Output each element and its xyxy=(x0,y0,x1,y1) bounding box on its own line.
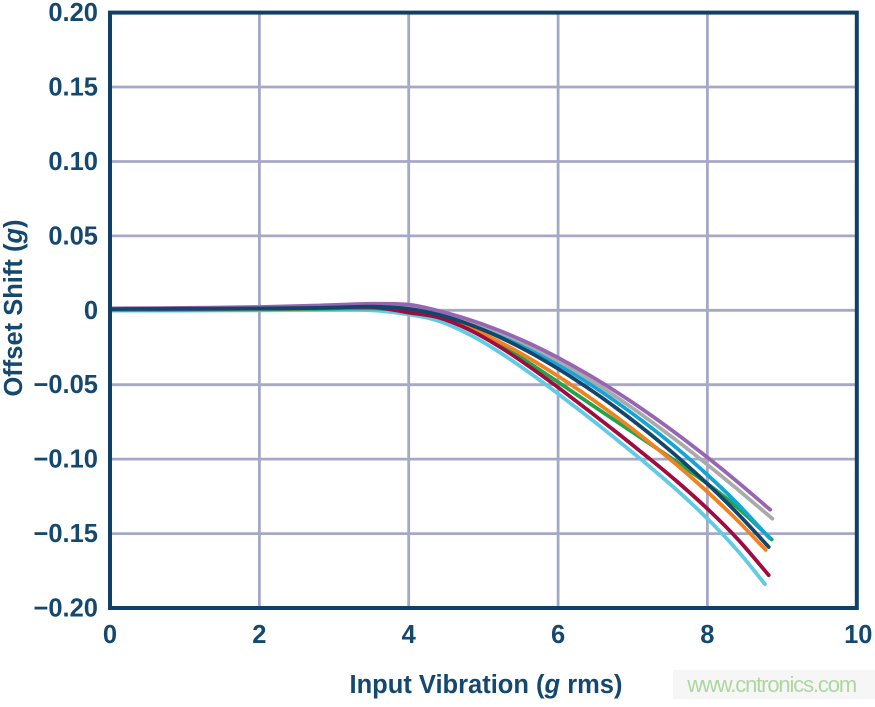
svg-text:6: 6 xyxy=(551,621,565,649)
svg-text:−0.20: −0.20 xyxy=(33,595,98,623)
svg-text:0.15: 0.15 xyxy=(48,74,98,102)
svg-text:−0.10: −0.10 xyxy=(33,446,98,474)
svg-text:0.20: 0.20 xyxy=(48,0,98,27)
svg-text:10: 10 xyxy=(844,621,872,649)
svg-text:Input Vibration (g rms): Input Vibration (g rms) xyxy=(350,671,623,699)
svg-text:Offset Shift (g): Offset Shift (g) xyxy=(0,219,28,396)
svg-text:0: 0 xyxy=(103,621,117,649)
svg-text:0: 0 xyxy=(84,297,98,325)
svg-text:4: 4 xyxy=(402,621,417,649)
svg-text:2: 2 xyxy=(252,621,266,649)
svg-text:0.10: 0.10 xyxy=(48,148,98,176)
svg-text:8: 8 xyxy=(700,621,714,649)
svg-text:−0.15: −0.15 xyxy=(33,520,98,548)
svg-text:−0.05: −0.05 xyxy=(33,371,98,399)
svg-text:0.05: 0.05 xyxy=(48,222,98,250)
svg-text:www.cntronics.com: www.cntronics.com xyxy=(686,672,856,697)
